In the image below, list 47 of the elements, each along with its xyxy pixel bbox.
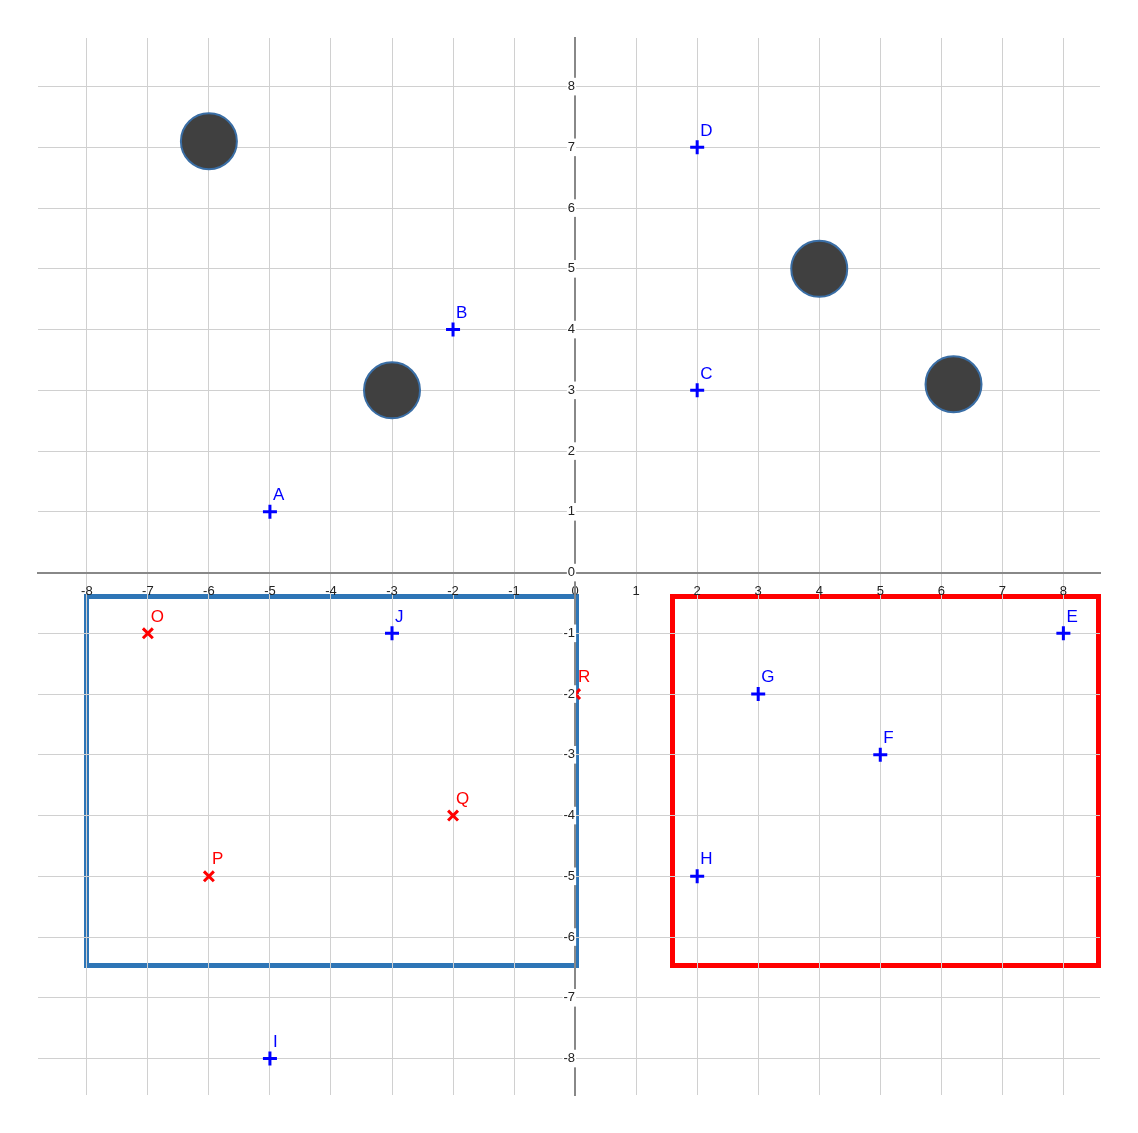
y-tick-label: 3 xyxy=(567,381,576,397)
x-tick-label: 7 xyxy=(998,582,1006,598)
x-tick-label: 6 xyxy=(937,582,945,598)
x-tick-label: -6 xyxy=(203,582,215,598)
x-tick-label: -5 xyxy=(264,582,276,598)
x-tick-label: -1 xyxy=(508,582,520,598)
data-label: I xyxy=(272,1031,278,1051)
y-tick-label: 6 xyxy=(567,199,576,215)
y-tick-label: -6 xyxy=(563,928,576,944)
x-tick-label: -7 xyxy=(142,582,154,598)
y-tick-label: 2 xyxy=(567,442,576,458)
data-label: O xyxy=(150,606,165,626)
x-tick-label: 3 xyxy=(754,582,762,598)
y-tick-label: 4 xyxy=(567,321,576,337)
y-tick-label: 7 xyxy=(567,138,576,154)
y-tick-label: -8 xyxy=(563,1050,576,1066)
data-label: R xyxy=(578,667,591,687)
x-tick-label: 8 xyxy=(1059,582,1067,598)
data-label: F xyxy=(883,728,894,747)
x-tick-label: 2 xyxy=(693,582,701,598)
y-tick-label: -1 xyxy=(563,624,576,640)
data-label: B xyxy=(456,302,468,322)
data-label: Q xyxy=(456,788,470,808)
data-label: P xyxy=(211,849,224,869)
x-tick-label: 1 xyxy=(632,582,640,598)
data-label: D xyxy=(700,120,713,140)
x-tick-label: -2 xyxy=(447,582,459,598)
y-tick-label: -7 xyxy=(563,989,576,1005)
x-tick-label: -8 xyxy=(81,582,93,598)
data-label: G xyxy=(761,667,775,687)
y-tick-label: -2 xyxy=(563,685,576,701)
data-label: J xyxy=(395,606,404,626)
x-tick-label: -4 xyxy=(325,582,337,598)
x-tick-label: -3 xyxy=(386,582,398,598)
y-tick-label: 0 xyxy=(567,564,576,580)
data-label: A xyxy=(272,485,285,505)
y-tick-label: 8 xyxy=(567,78,576,94)
y-tick-label: -5 xyxy=(563,867,576,883)
data-label: H xyxy=(700,849,713,869)
data-label: E xyxy=(1066,606,1078,626)
x-tick-label: 5 xyxy=(876,582,884,598)
y-tick-label: -3 xyxy=(563,746,576,762)
y-tick-label: 1 xyxy=(567,503,576,519)
y-tick-label: 5 xyxy=(567,260,576,276)
x-tick-label: 4 xyxy=(815,582,823,598)
y-tick-label: -4 xyxy=(563,807,576,823)
data-label: C xyxy=(700,363,713,383)
